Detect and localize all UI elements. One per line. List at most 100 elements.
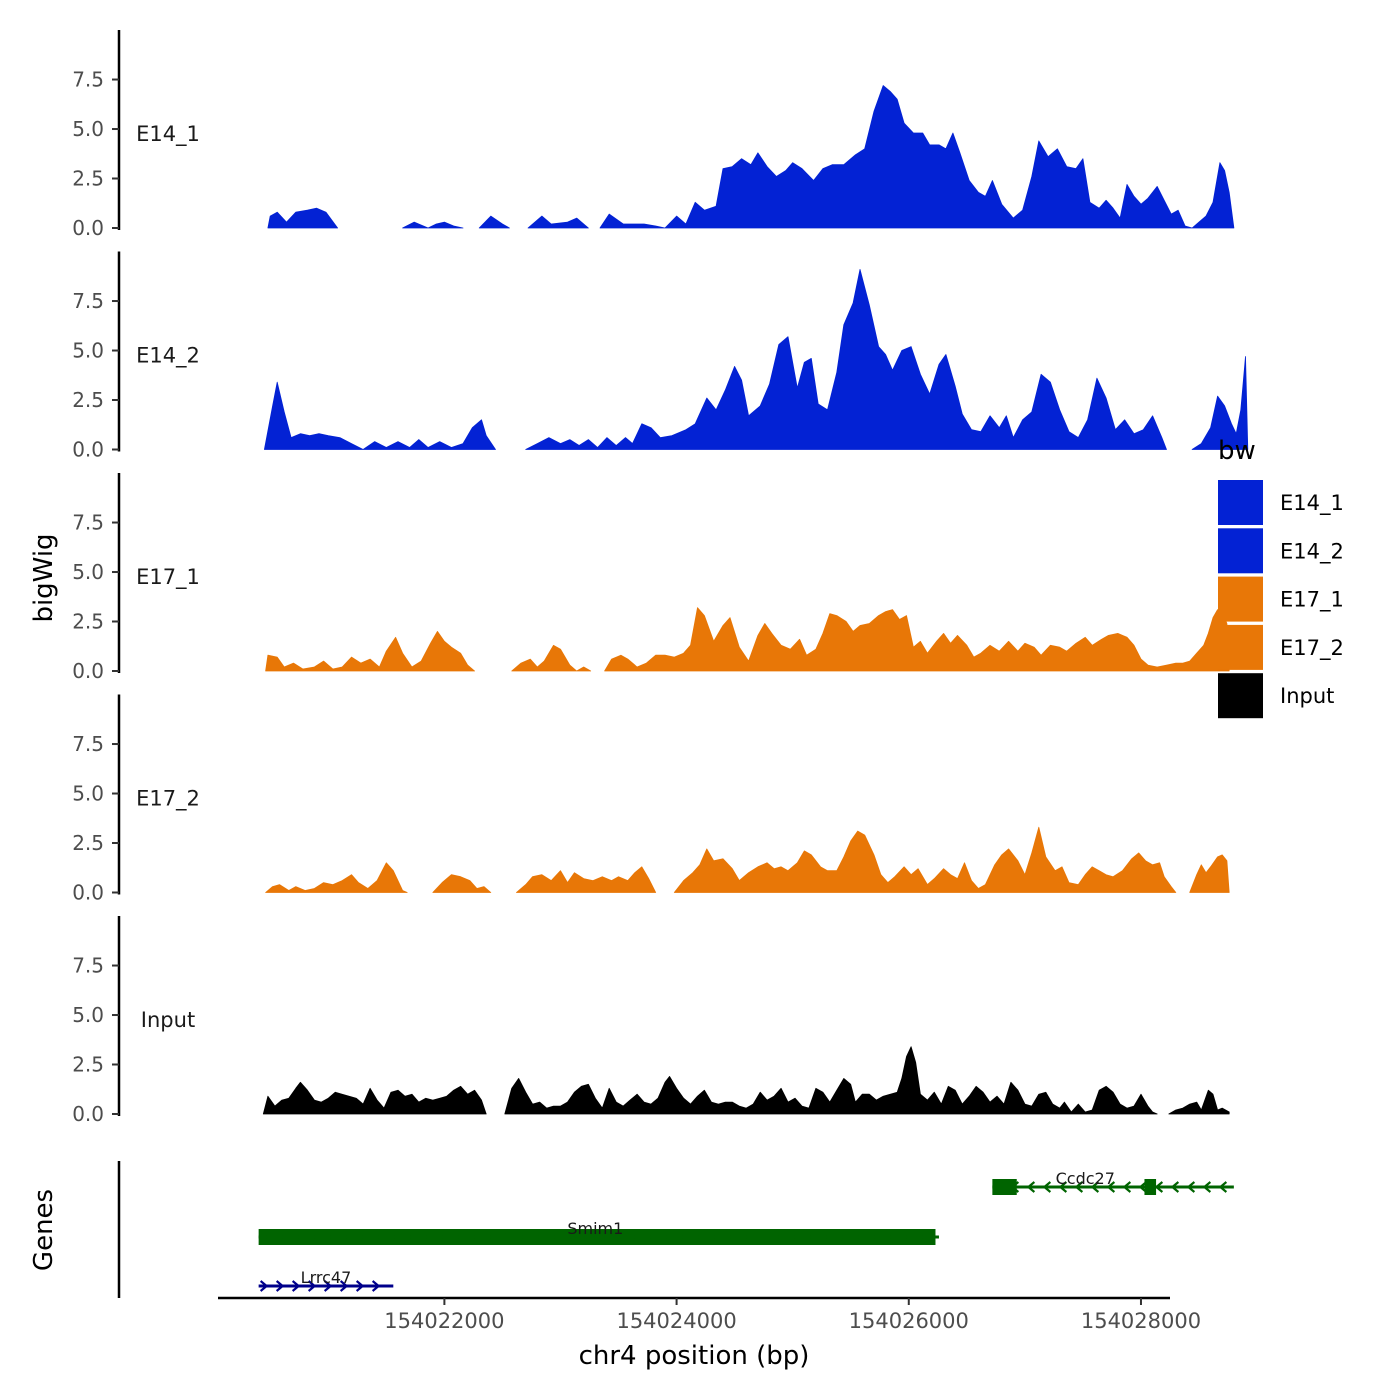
strand-arrow	[916, 1231, 926, 1243]
strand-arrow	[708, 1231, 718, 1243]
y-tick-label: 2.5	[72, 167, 104, 191]
strand-arrow	[468, 1231, 478, 1243]
strand-arrow	[644, 1231, 654, 1243]
strand-arrow	[388, 1231, 398, 1243]
legend-item-e17_2: E17_2	[1218, 624, 1344, 670]
strand-arrow	[596, 1231, 606, 1243]
legend-item-e14_1: E14_1	[1218, 480, 1344, 525]
strand-arrow	[1218, 1181, 1228, 1193]
gene-exon	[992, 1179, 1017, 1195]
area-E14_1	[599, 85, 1235, 229]
y-tick-label: 0.0	[72, 438, 104, 462]
y-axis-title-bigwig: bigWig	[29, 533, 59, 622]
y-tick-label: 2.5	[72, 1053, 104, 1077]
strand-arrow	[756, 1231, 766, 1243]
strand-arrow	[308, 1231, 318, 1243]
strand-arrow	[740, 1231, 750, 1243]
strand-arrow	[612, 1231, 622, 1243]
legend-items: E14_1 E14_2 E17_1 E17_2 Input	[1218, 480, 1344, 719]
strand-arrow	[292, 1231, 302, 1243]
strand-arrow	[868, 1231, 878, 1243]
strand-arrow	[1026, 1181, 1036, 1193]
tracks-layer: 0.0 2.5 5.0 7.5 E14_1 0.0 2.5 5.0 7.5 E14_2 0.0 2.5…	[72, 30, 1249, 1126]
strand-arrow	[836, 1231, 846, 1243]
legend-swatch	[1218, 624, 1263, 670]
area-E17_1	[604, 607, 1230, 672]
strand-arrow	[1042, 1181, 1052, 1193]
track-panel-E17_2: 0.0 2.5 5.0 7.5 E17_2	[72, 694, 1230, 905]
y-tick-label: 2.5	[72, 831, 104, 855]
gene-label: Lrrc47	[301, 1268, 352, 1287]
gene-ccdc27: Ccdc27	[992, 1169, 1234, 1195]
strand-arrow	[276, 1231, 286, 1243]
legend-item-e17_1: E17_1	[1218, 576, 1344, 622]
strand-arrow	[516, 1231, 526, 1243]
x-tick-label: 154024000	[616, 1309, 736, 1333]
x-axis-title: chr4 position (bp)	[579, 1341, 810, 1371]
y-tick-label: 5.0	[72, 782, 104, 806]
strand-arrow	[548, 1231, 558, 1243]
strand-arrow	[820, 1231, 830, 1243]
y-tick-label: 7.5	[72, 68, 104, 92]
gene-smim1: Smim1	[258, 1219, 939, 1245]
y-tick-label: 0.0	[72, 216, 104, 240]
strand-arrow	[884, 1231, 894, 1243]
gene-lrrc47: Lrrc47	[258, 1268, 394, 1292]
track-label: E14_1	[136, 122, 200, 147]
legend-swatch	[1218, 673, 1263, 719]
strand-arrow	[580, 1231, 590, 1243]
strand-arrow	[1058, 1181, 1068, 1193]
gene-label: Smim1	[567, 1219, 623, 1238]
area-E17_2	[516, 866, 657, 893]
strand-arrow	[404, 1231, 414, 1243]
y-tick-label: 0.0	[72, 659, 104, 683]
area-E14_1	[402, 221, 464, 229]
legend-label: E14_2	[1280, 539, 1344, 564]
strand-arrow	[1186, 1181, 1196, 1193]
strand-arrow	[564, 1231, 574, 1243]
area-Input	[504, 1046, 1158, 1115]
strand-arrow	[804, 1231, 814, 1243]
strand-arrow	[660, 1231, 670, 1243]
legend-swatch	[1218, 528, 1263, 574]
legend-label: Input	[1280, 684, 1334, 708]
strand-arrow	[900, 1231, 910, 1243]
area-E17_2	[432, 874, 492, 893]
strand-arrow	[788, 1231, 798, 1243]
y-tick-label: 7.5	[72, 732, 104, 756]
track-panel-E14_1: 0.0 2.5 5.0 7.5 E14_1	[72, 30, 1235, 240]
legend-title: bw	[1218, 436, 1256, 466]
x-tick-label: 154028000	[1081, 1309, 1201, 1333]
y-tick-label: 7.5	[72, 511, 104, 535]
y-tick-label: 2.5	[72, 610, 104, 634]
y-tick-label: 2.5	[72, 388, 104, 412]
area-E14_2	[1191, 356, 1249, 450]
y-axis-title-genes: Genes	[29, 1189, 59, 1271]
track-label: Input	[141, 1008, 195, 1032]
area-E17_2	[1189, 854, 1230, 893]
strand-arrow	[340, 1231, 350, 1243]
track-panel-Input: 0.0 2.5 5.0 7.5 Input	[72, 916, 1230, 1126]
area-E17_1	[511, 644, 592, 672]
y-tick-label: 5.0	[72, 1003, 104, 1027]
strand-arrow	[772, 1231, 782, 1243]
strand-arrow	[676, 1231, 686, 1243]
area-E17_2	[673, 826, 1177, 893]
strand-arrow	[420, 1231, 430, 1243]
area-E14_2	[264, 381, 496, 450]
legend-label: E17_2	[1280, 636, 1344, 661]
y-tick-label: 5.0	[72, 339, 104, 363]
strand-arrow	[323, 1280, 333, 1292]
strand-arrow	[339, 1280, 349, 1292]
strand-arrow	[259, 1280, 269, 1292]
gene-label: Ccdc27	[1056, 1169, 1115, 1188]
area-E14_1	[267, 207, 338, 229]
y-tick-label: 7.5	[72, 289, 104, 313]
y-tick-label: 5.0	[72, 560, 104, 584]
area-Input	[262, 1081, 487, 1115]
strand-arrow	[275, 1280, 285, 1292]
strand-arrow	[724, 1231, 734, 1243]
strand-arrow	[307, 1280, 317, 1292]
strand-arrow	[994, 1181, 1004, 1193]
